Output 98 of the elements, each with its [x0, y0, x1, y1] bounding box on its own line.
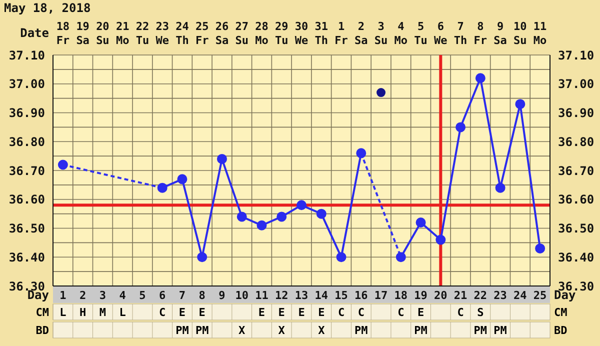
x2-tick-label: 11	[255, 289, 269, 302]
text: X	[318, 324, 326, 337]
x-tick-label: 21 Mo	[116, 20, 130, 47]
x2-tick-label: 18	[394, 289, 408, 302]
y-tick-label: 36.60	[8, 192, 45, 207]
x-tick-label: 5 Tu	[414, 20, 428, 47]
x-tick-label: 26 Sa	[215, 20, 229, 47]
x2-tick-label: 4	[119, 289, 126, 302]
x-tick-label: 8 Fr	[474, 20, 488, 47]
text: C	[358, 306, 364, 319]
text: L	[60, 306, 67, 319]
text: C	[457, 306, 464, 319]
x2-tick-label: 14	[314, 289, 328, 302]
text: E	[318, 306, 325, 319]
x2-tick-label: 9	[218, 289, 226, 302]
x-tick-label: 24 Th	[176, 20, 190, 47]
y-tick-label: 37.00	[8, 77, 45, 92]
x-tick-label: 31 Th	[314, 20, 328, 47]
y-tick-label: 37.10	[8, 48, 45, 62]
text: E	[178, 306, 186, 319]
x-axis-title: Date	[20, 26, 49, 40]
text: H	[80, 306, 86, 319]
x-tick-label: 19 Sa	[76, 20, 90, 47]
text: E	[278, 306, 285, 319]
y2-tick-label: 36.60	[558, 192, 594, 207]
y-tick-label: 36.80	[8, 134, 45, 149]
text: PM	[414, 324, 428, 337]
x-tick-label: 7 Th	[454, 20, 468, 47]
x2-tick-label: 6	[159, 289, 166, 302]
x2-tick-label: 24	[514, 289, 528, 302]
y-tick-label: 36.90	[8, 106, 45, 120]
chart-title: May 18, 2018	[4, 1, 91, 15]
text: PM	[474, 324, 488, 337]
x2-tick-label: 1	[60, 289, 67, 302]
x2-tick-label: 21	[454, 289, 468, 302]
x2-tick-label: 20	[434, 289, 448, 302]
x2-tick-label: 8	[198, 289, 206, 302]
x-tick-label: 10 Su	[514, 20, 527, 47]
x2-tick-label: 7	[178, 289, 186, 302]
text: E	[298, 306, 305, 319]
text: PM	[176, 324, 190, 337]
text: E	[417, 306, 424, 319]
text: E	[198, 306, 206, 319]
x-tick-label: 27 Su	[235, 20, 248, 47]
y2-tick-label: 37.00	[558, 77, 594, 92]
y2-tick-label: 36.90	[558, 106, 594, 120]
x2-tick-label: 13	[294, 289, 308, 302]
x-tick-label: 29 Tu	[274, 20, 288, 47]
x2-tick-label: 3	[99, 289, 106, 302]
x-tick-label: 11 Mo	[533, 20, 548, 47]
text: C	[398, 306, 404, 319]
x2-tick-label: 10	[235, 289, 248, 302]
text: M	[99, 306, 106, 319]
x2-tick-label: 16	[354, 289, 368, 302]
x-tick-label: 4 Mo	[394, 20, 408, 47]
x2-tick-label: 15	[334, 289, 348, 302]
y2-tick-label: 37.10	[558, 48, 594, 62]
text: S	[477, 306, 484, 319]
text: CM	[36, 306, 50, 319]
x-tick-label: 23 We	[156, 20, 170, 47]
text: BD	[36, 324, 50, 337]
x-tick-label: 2 Sa	[354, 20, 368, 47]
x2-tick-label: 5	[139, 289, 146, 302]
text: C	[159, 306, 166, 319]
y2-tick-label: 36.80	[558, 134, 594, 149]
text: BD	[554, 324, 568, 337]
y2-tick-label: 36.70	[558, 164, 594, 178]
text: X	[238, 324, 246, 337]
x2-tick-label: 23	[494, 289, 507, 302]
y-tick-label: 36.40	[8, 250, 45, 264]
x-tick-label: 1 Fr	[334, 20, 348, 47]
x2-tick-label: 25	[533, 289, 547, 302]
x-tick-label: 3 Su	[374, 20, 388, 47]
text: C	[338, 306, 345, 319]
x2-tick-label: 19	[414, 289, 428, 302]
y-tick-label: 36.50	[8, 222, 45, 236]
x-tick-label: 9 Sa	[494, 20, 507, 47]
x-tick-label: 30 We	[294, 20, 308, 47]
y2-tick-label: 36.40	[558, 250, 594, 264]
x2-tick-label: 22	[474, 289, 488, 302]
x2-tick-label: 17	[374, 289, 388, 302]
y-tick-label: 36.70	[8, 164, 45, 178]
x-tick-label: 18 Fr	[56, 20, 70, 47]
text: PM	[354, 324, 368, 337]
text: L	[119, 306, 126, 319]
x-tick-label: 28 Mo	[255, 20, 269, 47]
x-tick-label: 25 Fr	[195, 20, 210, 47]
text: PM	[195, 324, 210, 337]
x2-tick-label: 2	[80, 289, 86, 302]
x-tick-label: 20 Su	[96, 20, 110, 47]
text: CM	[554, 306, 568, 319]
text: E	[258, 306, 266, 319]
text: PM	[494, 324, 508, 337]
x-tick-label: 22 Tu	[136, 20, 150, 47]
text: X	[278, 324, 286, 337]
y2-tick-label: 36.50	[558, 222, 594, 236]
x2-tick-label: 12	[274, 289, 288, 302]
x-tick-label: 6 We	[434, 20, 448, 47]
